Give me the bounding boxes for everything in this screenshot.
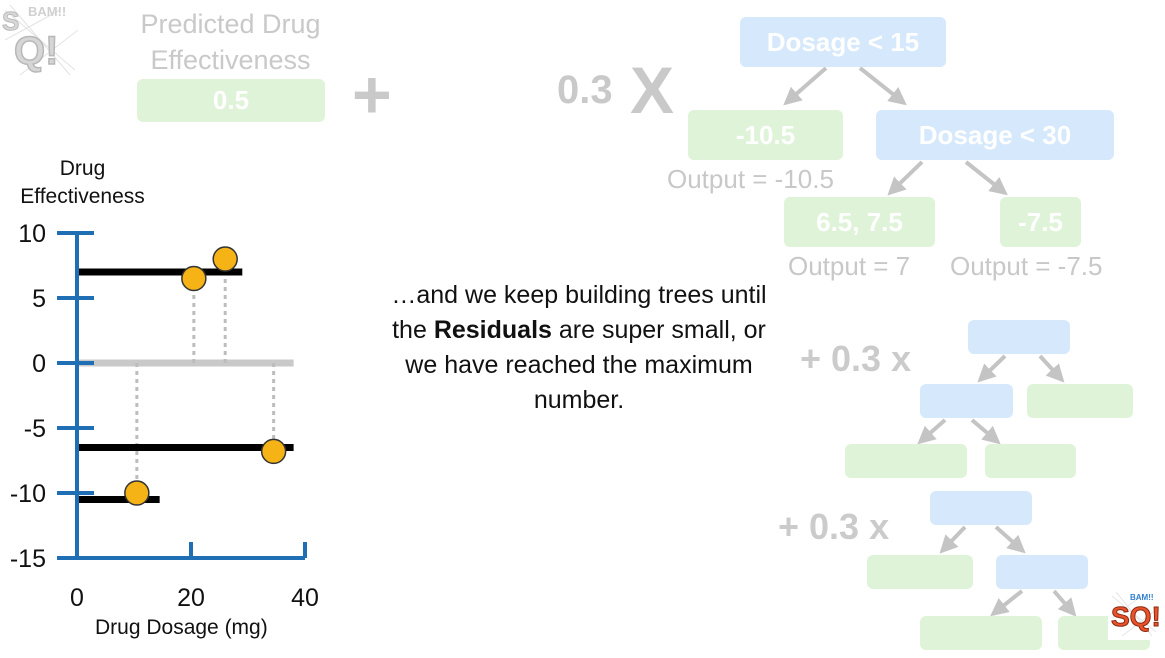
arrow xyxy=(939,525,967,554)
arrow xyxy=(990,589,1024,617)
y-axis-label: Drug Effectiveness xyxy=(20,157,145,208)
residuals-keyword: Residuals xyxy=(433,316,552,344)
explanation-text-end: are super small, or we have reached the … xyxy=(405,316,766,414)
x-tick-label: 0 xyxy=(70,584,84,612)
arrow xyxy=(783,66,828,106)
initial-prediction-box: 0.5 xyxy=(137,79,325,122)
tree3-right-node xyxy=(996,555,1088,589)
tree1-left-leaf: -10.5 xyxy=(688,110,843,160)
y-tick-label: -15 xyxy=(10,545,46,573)
arrow xyxy=(917,418,947,445)
arrow xyxy=(977,354,1007,383)
sq-logo: SQ! BAM!! xyxy=(1108,588,1160,640)
y-tick-label: 0 xyxy=(32,350,46,378)
tree1-output-left: Output = -10.5 xyxy=(667,164,834,194)
tree2-right-leaf xyxy=(1027,384,1133,418)
tree1-mid-leaf: 6.5, 7.5 xyxy=(784,197,935,247)
data-point xyxy=(124,480,150,506)
tree2-leaf xyxy=(985,444,1076,478)
data-point xyxy=(260,438,287,465)
arrow xyxy=(964,160,1008,196)
tree1-right-leaf: -7.5 xyxy=(1000,197,1081,247)
arrow xyxy=(1038,354,1065,383)
svg-text:Q!: Q! xyxy=(14,29,58,73)
learning-rate: 0.3 xyxy=(557,68,613,112)
svg-text:BAM!!: BAM!! xyxy=(28,4,66,19)
arrow xyxy=(858,66,907,106)
tree1-right-node: Dosage < 30 xyxy=(876,110,1114,160)
times-sign: X xyxy=(630,53,675,127)
tree2-left-node xyxy=(920,384,1013,418)
data-point xyxy=(212,246,238,272)
tree3-scaled-term: + 0.3 x xyxy=(778,506,890,547)
bam-logo: S BAM!! Q! xyxy=(0,0,82,82)
tree3-leaf xyxy=(920,616,1042,650)
data-point xyxy=(181,265,207,292)
x-axis-label: Drug Dosage (mg) xyxy=(95,616,268,639)
plus-sign: + xyxy=(352,57,392,133)
explanation-text: …and we keep building trees until the Re… xyxy=(374,278,784,418)
y-tick-label: 5 xyxy=(32,285,46,313)
y-tick-label: 10 xyxy=(18,220,46,248)
tree1-output-mid: Output = 7 xyxy=(788,251,911,281)
tree2-scaled-term: + 0.3 x xyxy=(800,338,912,379)
svg-text:BAM!!: BAM!! xyxy=(1130,593,1154,602)
x-tick-label: 20 xyxy=(177,584,205,612)
arrow xyxy=(994,525,1026,554)
y-tick-label: -10 xyxy=(10,480,46,508)
tree3-root-node xyxy=(930,491,1032,525)
tree1-root-node: Dosage < 15 xyxy=(740,17,946,67)
x-tick-label: 40 xyxy=(291,584,319,612)
arrow xyxy=(970,418,1001,445)
tree2-leaf xyxy=(845,444,967,478)
explanation-text-start: …and we keep building trees until the xyxy=(391,281,767,344)
svg-text:SQ!: SQ! xyxy=(1111,601,1160,632)
arrow xyxy=(887,160,924,196)
tree3-left-leaf xyxy=(867,555,973,589)
tree2-root-node xyxy=(968,320,1070,354)
prediction-title: Predicted Drug Effectiveness xyxy=(140,9,321,75)
tree1-output-right: Output = -7.5 xyxy=(950,251,1103,281)
arrow xyxy=(1052,589,1077,617)
svg-text:S: S xyxy=(2,6,19,36)
y-tick-label: -5 xyxy=(24,415,46,443)
